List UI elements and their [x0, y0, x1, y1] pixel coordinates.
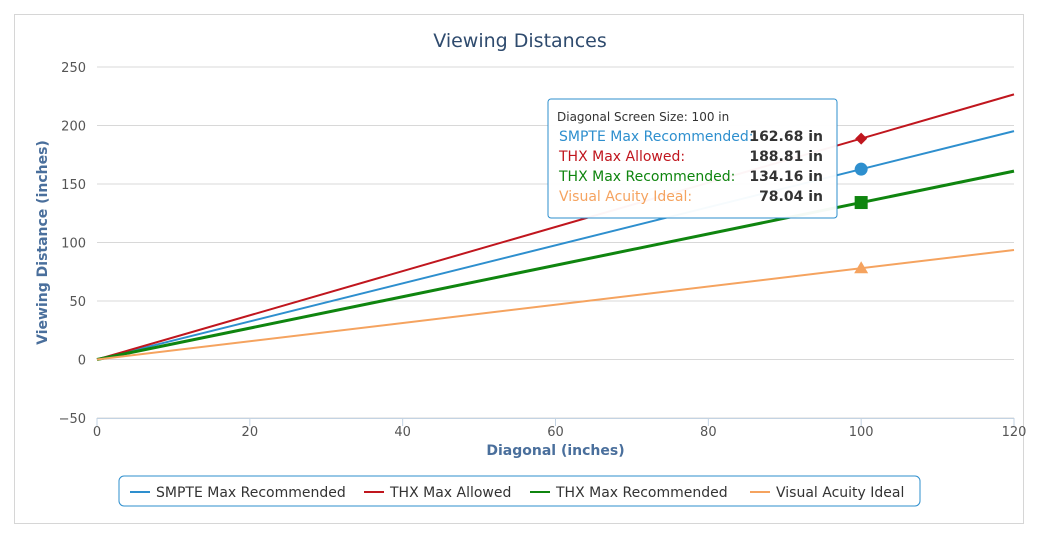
x-tick-label: 60 [547, 425, 564, 440]
legend-item[interactable]: THX Max Recommended [530, 485, 728, 501]
x-tick-label: 80 [700, 425, 717, 440]
tooltip-series-label: THX Max Allowed: [558, 149, 685, 165]
y-tick-label: 100 [61, 237, 86, 252]
data-point-marker[interactable] [854, 196, 868, 210]
tooltip-series-value: 78.04 in [759, 189, 823, 205]
x-tick-label: 100 [849, 425, 874, 440]
tooltip-series-label: Visual Acuity Ideal: [559, 189, 692, 205]
y-tick-label: 150 [61, 178, 86, 193]
data-point-marker[interactable] [854, 162, 868, 176]
y-tick-label: 200 [61, 120, 86, 135]
tooltip-box [547, 98, 838, 219]
y-tick-label: 0 [78, 354, 86, 369]
y-tick-label: −50 [59, 412, 86, 427]
x-tick-label: 40 [394, 425, 411, 440]
y-tick-label: 50 [69, 295, 86, 310]
legend-item[interactable]: SMPTE Max Recommended [130, 485, 346, 501]
tooltip-series-label: SMPTE Max Recommended: [559, 129, 754, 145]
tooltip-series-value: 134.16 in [749, 169, 823, 185]
chart-title: Viewing Distances [433, 30, 607, 52]
data-point-marker[interactable] [855, 132, 868, 145]
data-point-marker[interactable] [854, 261, 869, 274]
legend-label: SMPTE Max Recommended [156, 485, 346, 501]
x-tick-label: 20 [242, 425, 259, 440]
y-axis-title: Viewing Distance (inches) [35, 140, 51, 345]
legend-label: THX Max Recommended [555, 485, 728, 501]
x-tick-label: 120 [1002, 425, 1027, 440]
legend-label: THX Max Allowed [389, 485, 511, 501]
tooltip-series-value: 162.68 in [749, 129, 823, 145]
legend: SMPTE Max Recommended THX Max Allowed THX … [118, 475, 921, 507]
legend-item[interactable]: THX Max Allowed [364, 485, 511, 501]
legend-box [118, 475, 921, 507]
x-tick-label: 0 [93, 425, 101, 440]
y-tick-label: 250 [61, 61, 86, 76]
tooltip-series-label: THX Max Recommended: [558, 169, 735, 185]
tooltip-series-value: 188.81 in [749, 149, 823, 165]
x-axis-title: Diagonal (inches) [486, 443, 624, 459]
legend-item[interactable]: Visual Acuity Ideal [750, 485, 904, 501]
hover-tooltip: Diagonal Screen Size: 100 in SMPTE Max Re… [547, 98, 838, 219]
legend-label: Visual Acuity Ideal [776, 485, 904, 501]
tooltip-header: Diagonal Screen Size: 100 in [557, 110, 729, 124]
